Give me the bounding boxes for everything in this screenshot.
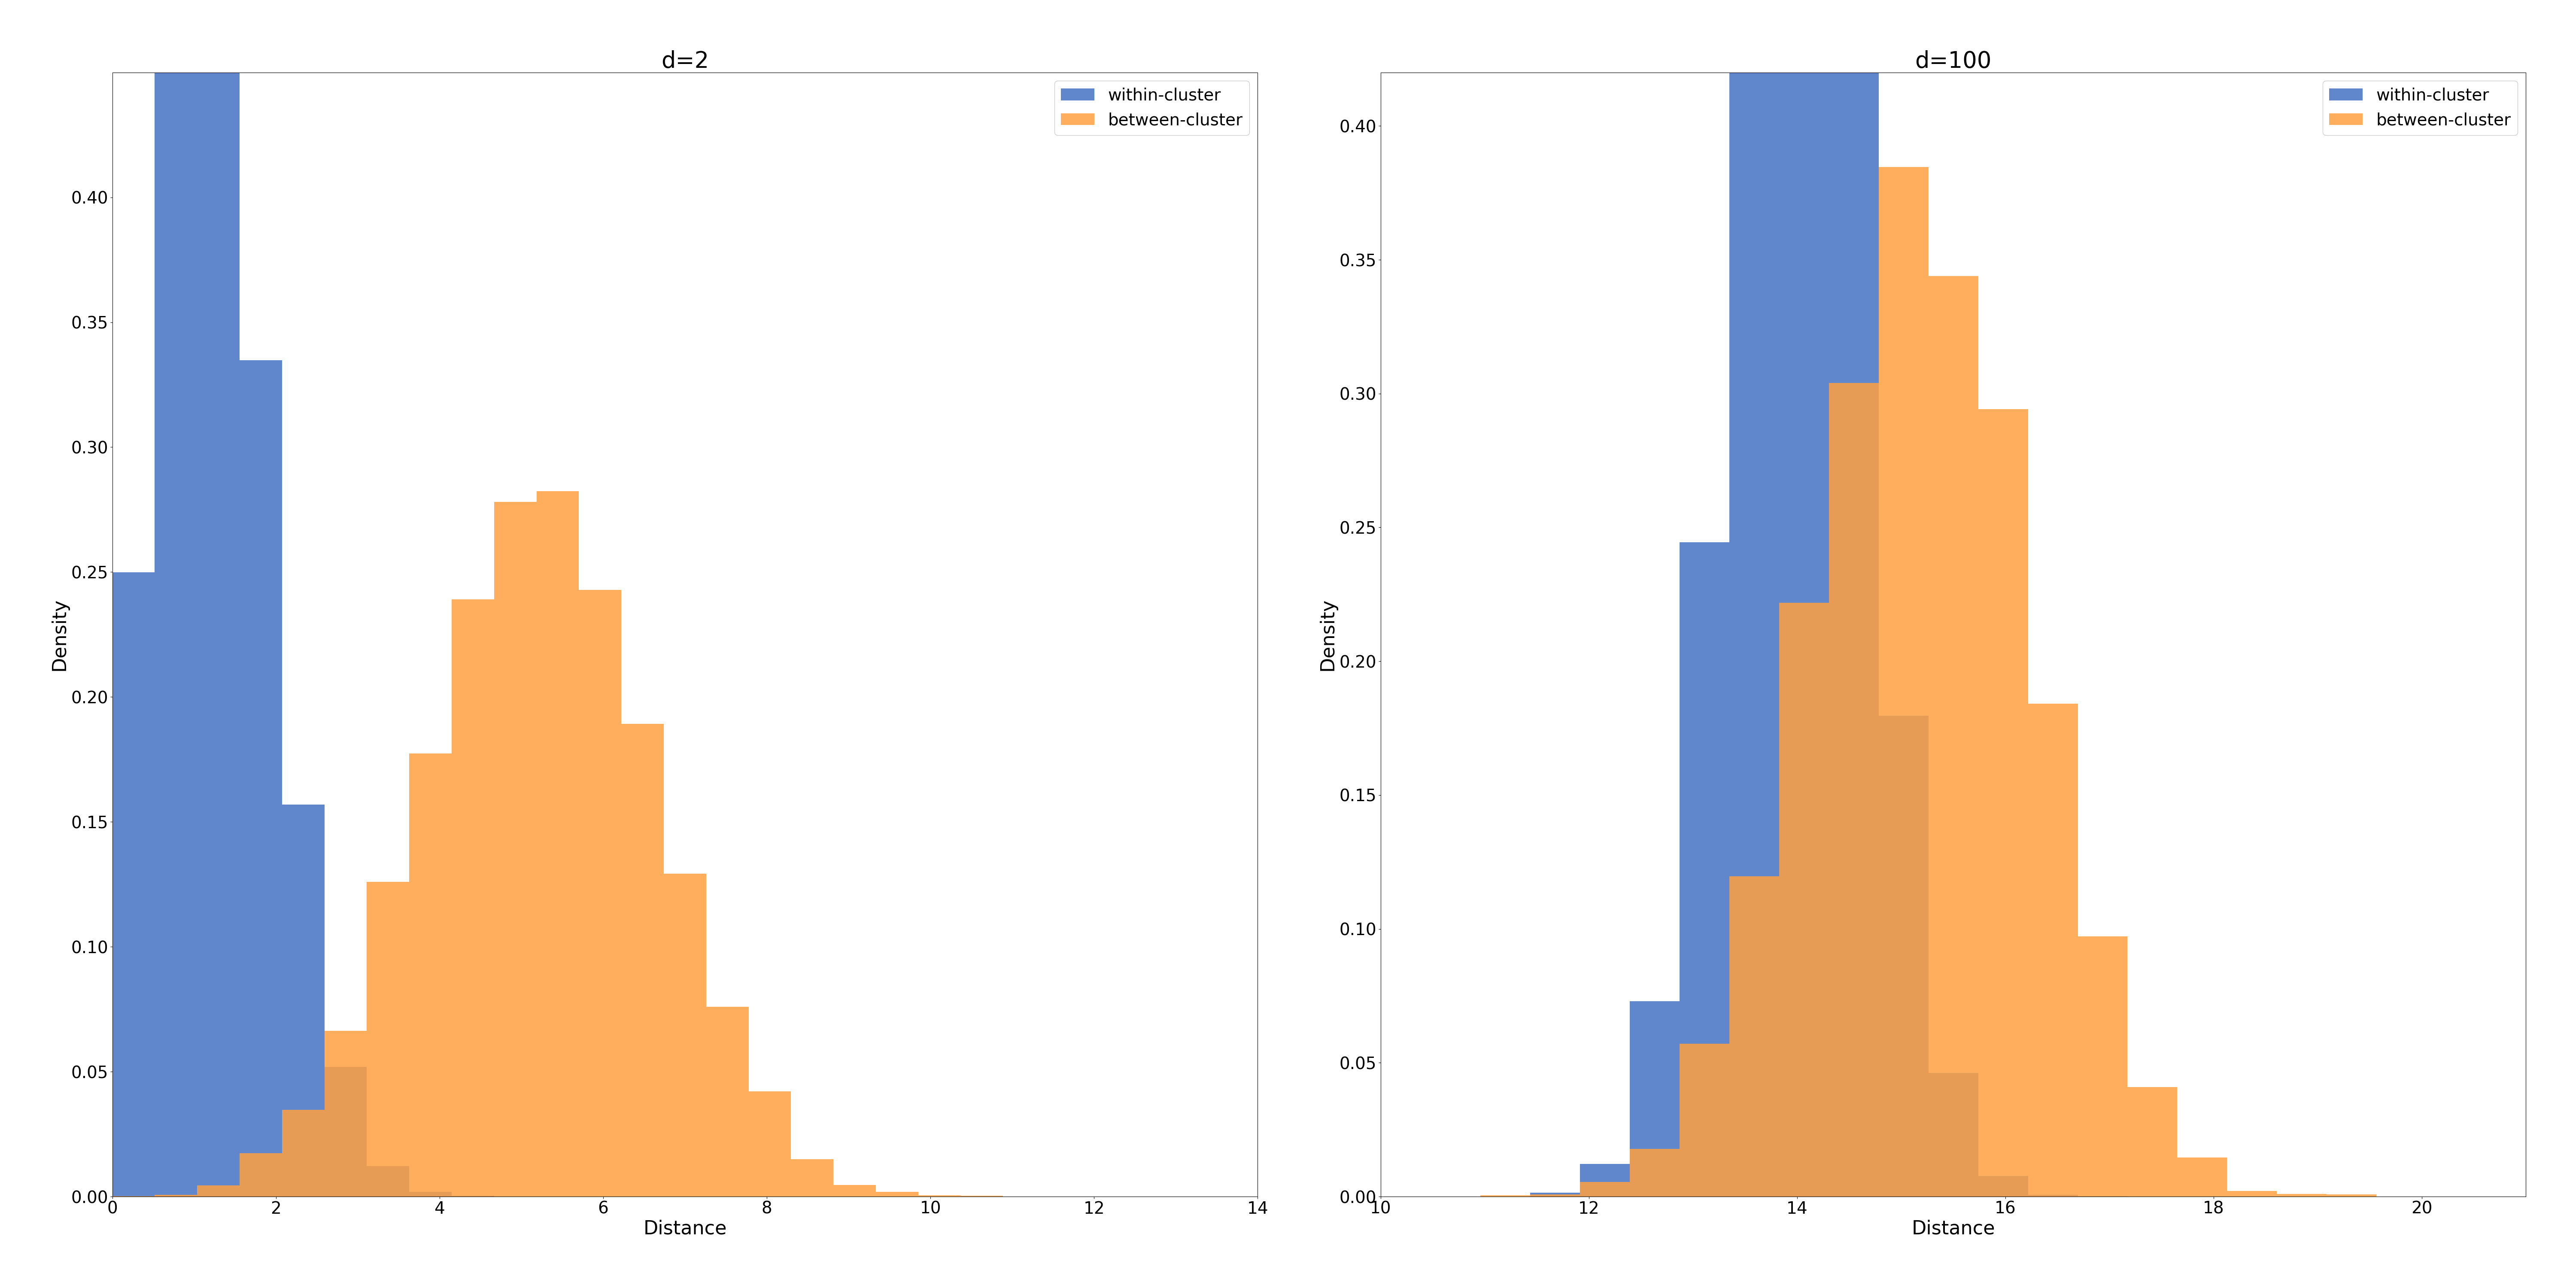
Bar — [155, 1195, 198, 1197]
X-axis label: Distance: Distance — [1911, 1220, 1994, 1238]
Bar — [1530, 1194, 1579, 1197]
Bar — [240, 361, 281, 1197]
Bar — [366, 1166, 410, 1197]
Bar — [1878, 716, 1929, 1197]
Bar — [1929, 1073, 1978, 1197]
Bar — [1631, 1149, 1680, 1197]
Bar — [2128, 1087, 2177, 1197]
Bar — [325, 1066, 366, 1197]
Bar — [1579, 1182, 1631, 1197]
Bar — [281, 805, 325, 1197]
Bar — [410, 1191, 451, 1197]
Bar — [835, 1185, 876, 1197]
Bar — [1929, 276, 1978, 1197]
Bar — [2228, 1191, 2277, 1197]
Bar — [1978, 1176, 2027, 1197]
Bar — [2027, 703, 2079, 1197]
Bar — [1728, 0, 1780, 1197]
Bar — [1780, 0, 1829, 1197]
Bar — [876, 1191, 917, 1197]
Y-axis label: Density: Density — [49, 598, 70, 671]
Bar — [1680, 1043, 1728, 1197]
Bar — [410, 753, 451, 1197]
Bar — [1631, 1001, 1680, 1197]
Bar — [917, 1195, 961, 1197]
Bar — [1728, 876, 1780, 1197]
Bar — [1680, 542, 1728, 1197]
Bar — [2326, 1194, 2378, 1197]
Bar — [451, 599, 495, 1197]
Bar — [495, 502, 536, 1197]
Legend: within-cluster, between-cluster: within-cluster, between-cluster — [2324, 81, 2517, 135]
Title: d=2: d=2 — [662, 50, 708, 72]
Bar — [325, 1030, 366, 1197]
Bar — [1829, 383, 1878, 1197]
Bar — [240, 1153, 281, 1197]
X-axis label: Distance: Distance — [644, 1220, 726, 1238]
Bar — [1579, 1164, 1631, 1197]
Bar — [2079, 936, 2128, 1197]
Bar — [2027, 1195, 2079, 1197]
Bar — [1878, 167, 1929, 1197]
Bar — [665, 873, 706, 1197]
Bar — [1829, 26, 1878, 1197]
Bar — [198, 1185, 240, 1197]
Bar — [706, 1007, 750, 1197]
Bar — [621, 724, 665, 1197]
Bar — [155, 0, 198, 1197]
Bar — [750, 1091, 791, 1197]
Bar — [198, 0, 240, 1197]
Bar — [580, 590, 621, 1197]
Y-axis label: Density: Density — [1319, 598, 1337, 671]
Bar — [2277, 1194, 2326, 1197]
Title: d=100: d=100 — [1914, 50, 1991, 72]
Legend: within-cluster, between-cluster: within-cluster, between-cluster — [1054, 81, 1249, 135]
Bar — [1978, 410, 2027, 1197]
Bar — [366, 882, 410, 1197]
Bar — [1780, 603, 1829, 1197]
Bar — [281, 1110, 325, 1197]
Bar — [2177, 1158, 2228, 1197]
Bar — [113, 572, 155, 1197]
Bar — [1530, 1193, 1579, 1197]
Bar — [536, 491, 580, 1197]
Bar — [791, 1159, 835, 1197]
